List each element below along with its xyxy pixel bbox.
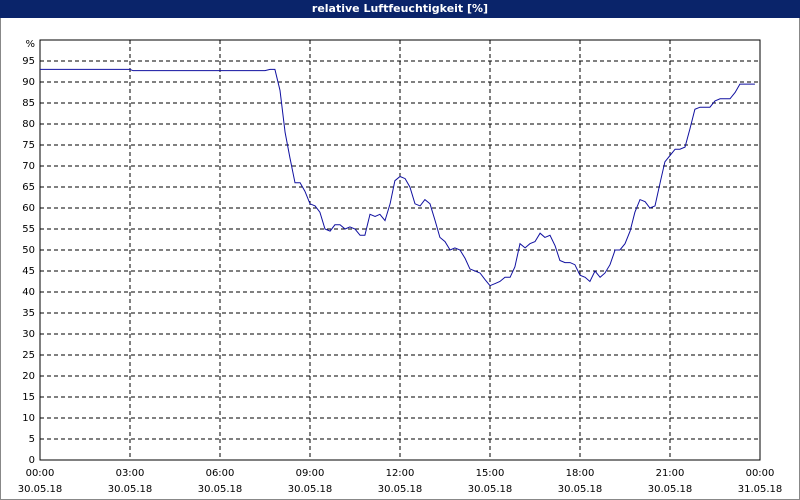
x-tick-label: 03:00 <box>116 468 145 479</box>
y-tick-label: 25 <box>22 350 35 361</box>
plot-border <box>39 39 761 461</box>
x-tick-label: 09:00 <box>296 468 325 479</box>
x-tick-date: 30.05.18 <box>288 484 333 495</box>
x-tick-date: 30.05.18 <box>378 484 423 495</box>
data-line <box>40 68 755 287</box>
title-bar <box>0 0 800 18</box>
y-tick-label: 65 <box>22 182 35 193</box>
x-tick-date: 30.05.18 <box>468 484 513 495</box>
x-tick-date: 30.05.18 <box>198 484 243 495</box>
y-tick-label: 5 <box>29 434 35 445</box>
y-tick-label: 15 <box>22 392 35 403</box>
y-tick-label: 80 <box>22 119 35 130</box>
x-tick-label: 00:00 <box>746 468 775 479</box>
x-tick-label: 12:00 <box>386 468 415 479</box>
x-tick-label: 15:00 <box>476 468 505 479</box>
x-tick-label: 06:00 <box>206 468 235 479</box>
x-tick-date: 30.05.18 <box>558 484 603 495</box>
y-tick-label: 70 <box>22 161 35 172</box>
y-tick-label: 40 <box>22 287 35 298</box>
y-tick-label: 85 <box>22 98 35 109</box>
chart-title: relative Luftfeuchtigkeit [%] <box>312 2 488 15</box>
y-tick-label: 75 <box>22 140 35 151</box>
x-tick-date: 30.05.18 <box>108 484 153 495</box>
y-tick-label: 35 <box>22 308 35 319</box>
y-tick-label: 30 <box>22 329 35 340</box>
x-tick-label: 00:00 <box>26 468 55 479</box>
y-tick-label: 10 <box>22 413 35 424</box>
x-tick-date: 31.05.18 <box>738 484 783 495</box>
y-tick-label: 50 <box>22 245 35 256</box>
y-unit: % <box>25 39 35 50</box>
y-tick-label: 55 <box>22 224 35 235</box>
y-tick-label: 20 <box>22 371 35 382</box>
y-tick-label: 45 <box>22 266 35 277</box>
x-tick-date: 30.05.18 <box>18 484 63 495</box>
x-tick-label: 21:00 <box>656 468 685 479</box>
y-tick-label: 90 <box>22 77 35 88</box>
y-tick-label: 0 <box>29 455 35 466</box>
y-tick-label: 60 <box>22 203 35 214</box>
x-tick-date: 30.05.18 <box>648 484 693 495</box>
x-tick-label: 18:00 <box>566 468 595 479</box>
y-tick-label: 95 <box>22 56 35 67</box>
